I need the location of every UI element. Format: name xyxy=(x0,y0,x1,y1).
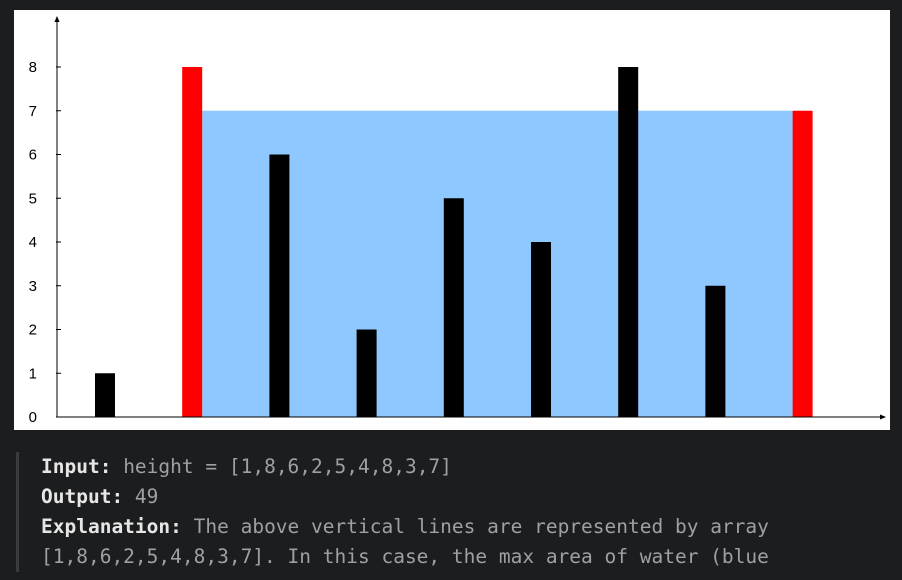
bar-0 xyxy=(95,373,115,417)
input-label: Input: xyxy=(41,455,112,478)
y-axis-arrow xyxy=(54,16,60,22)
y-tick-label-2: 2 xyxy=(29,322,37,339)
y-tick-label-1: 1 xyxy=(29,365,37,382)
bar-5 xyxy=(531,242,551,417)
output-label: Output: xyxy=(41,485,124,508)
y-tick-label-4: 4 xyxy=(29,234,37,251)
example-block: Input: height = [1,8,6,2,5,4,8,3,7] Outp… xyxy=(16,452,902,572)
bar-7 xyxy=(705,285,726,417)
output-value: 49 xyxy=(123,485,159,508)
container-with-most-water-chart: 0 1 2 3 4 5 6 7 8 xyxy=(29,16,886,426)
explanation-line-continued: [1,8,6,2,5,4,8,3,7]. In this case, the m… xyxy=(41,545,769,568)
bar-6 xyxy=(618,67,639,417)
explanation-line: Explanation: The above vertical lines ar… xyxy=(41,512,902,542)
explanation-label: Explanation: xyxy=(41,515,182,538)
y-tick-label-5: 5 xyxy=(29,190,37,207)
chart-panel: 0 1 2 3 4 5 6 7 8 xyxy=(14,10,890,430)
y-tick-label-0: 0 xyxy=(29,409,37,426)
water-area xyxy=(202,110,793,417)
bar-2 xyxy=(269,154,290,417)
y-tick-label-3: 3 xyxy=(29,278,37,295)
selected-bar-1 xyxy=(182,67,203,417)
y-tick-label-8: 8 xyxy=(29,59,37,76)
bar-4 xyxy=(443,198,464,417)
explanation-text: The above vertical lines are represented… xyxy=(181,515,769,538)
y-tick-label-6: 6 xyxy=(29,147,37,164)
output-line: Output: 49 xyxy=(41,482,902,512)
bar-3 xyxy=(356,329,377,417)
selected-bar-8 xyxy=(792,110,813,417)
input-line: Input: height = [1,8,6,2,5,4,8,3,7] xyxy=(41,452,902,482)
input-value: height = [1,8,6,2,5,4,8,3,7] xyxy=(111,455,452,478)
y-tick-label-7: 7 xyxy=(29,103,37,120)
x-axis-arrow xyxy=(880,414,886,420)
